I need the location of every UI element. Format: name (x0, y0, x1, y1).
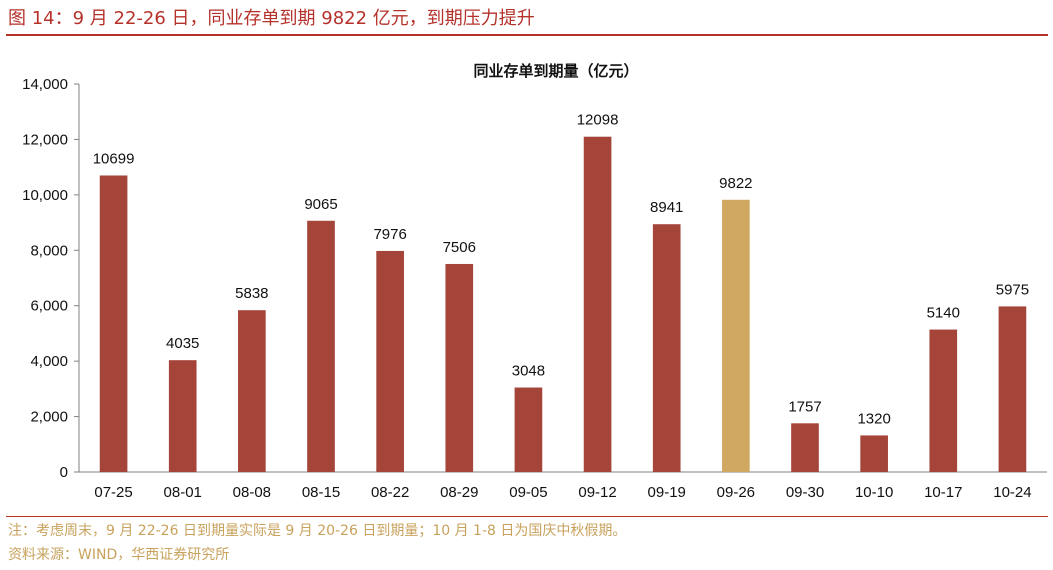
bar-09-30 (791, 423, 819, 472)
x-tick-label-08-29: 08-29 (440, 484, 478, 501)
data-label-10-24: 5975 (996, 281, 1029, 298)
chart-title: 同业存单到期量（亿元） (473, 62, 638, 80)
data-label-08-22: 7976 (373, 226, 406, 243)
x-tick-label-10-17: 10-17 (924, 484, 962, 501)
chart-note: 注：考虑周末，9 月 22-26 日到期量实际是 9 月 20-26 日到期量；… (8, 523, 627, 539)
bar-09-05 (514, 387, 543, 472)
bottom-divider (6, 516, 1048, 517)
data-label-08-29: 7506 (443, 239, 476, 256)
x-tick-label-09-30: 09-30 (786, 484, 824, 501)
data-label-09-05: 3048 (512, 363, 545, 380)
x-tick-label-08-01: 08-01 (164, 484, 202, 501)
x-tick-label-10-24: 10-24 (993, 484, 1031, 501)
y-tick-label: 12,000 (22, 131, 68, 148)
data-label-07-25: 10699 (93, 150, 135, 167)
x-tick-label-09-26: 09-26 (717, 484, 755, 501)
bar-08-08 (238, 310, 266, 472)
data-source: 资料来源：WIND，华西证券研究所 (8, 547, 230, 563)
x-tick-label-09-05: 09-05 (509, 484, 547, 501)
chart-bars: 10699 4035 5838 9065 7976 7506 3048 12098 8941 98… (93, 112, 1029, 472)
bar-07-25 (99, 175, 128, 472)
bar-09-12 (583, 136, 612, 472)
bar-08-22 (376, 250, 404, 472)
x-tick-label-08-08: 08-08 (233, 484, 271, 501)
y-tick-label: 10,000 (22, 187, 68, 204)
bar-chart: 同业存单到期量（亿元） 0 2,000 4,000 6,000 8,000 10,000 1… (22, 62, 1047, 501)
figure-title: 图 14：9 月 22-26 日，同业存单到期 9822 亿元，到期压力提升 (8, 8, 535, 29)
bar-08-15 (307, 220, 335, 472)
y-tick-label: 8,000 (30, 242, 68, 259)
top-divider (6, 34, 1048, 36)
data-label-08-08: 5838 (235, 285, 268, 302)
x-tick-label-09-12: 09-12 (578, 484, 616, 501)
bar-10-10 (860, 435, 888, 472)
bar-10-17 (929, 329, 958, 472)
chart-axes: 0 2,000 4,000 6,000 8,000 10,000 12,000 14,000 0… (22, 76, 1047, 501)
y-tick-label: 2,000 (30, 409, 68, 426)
y-tick-label: 6,000 (30, 298, 68, 315)
x-tick-label-08-22: 08-22 (371, 484, 409, 501)
data-label-09-12: 12098 (577, 112, 619, 129)
y-tick-label: 14,000 (22, 76, 68, 93)
y-tick-label: 4,000 (30, 353, 68, 370)
data-label-09-19: 8941 (650, 199, 683, 216)
x-tick-label-10-10: 10-10 (855, 484, 893, 501)
x-tick-label-08-15: 08-15 (302, 484, 340, 501)
bar-09-26 (722, 199, 750, 472)
x-tick-label-09-19: 09-19 (648, 484, 686, 501)
data-label-10-17: 5140 (927, 305, 960, 322)
y-tick-label: 0 (60, 464, 68, 481)
data-label-08-01: 4035 (166, 335, 199, 352)
data-label-08-15: 9065 (304, 196, 337, 213)
x-tick-label-07-25: 07-25 (94, 484, 132, 501)
data-label-09-30: 1757 (788, 398, 821, 415)
data-label-09-26: 9822 (719, 175, 752, 192)
bar-08-01 (168, 360, 197, 472)
bar-09-19 (652, 224, 681, 472)
bar-08-29 (445, 263, 474, 472)
data-label-10-10: 1320 (857, 410, 890, 427)
bar-10-24 (998, 306, 1027, 472)
